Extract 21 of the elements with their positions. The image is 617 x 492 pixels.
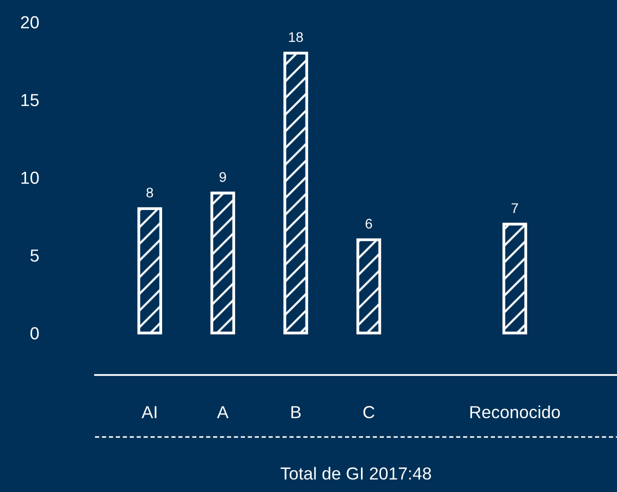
- data-label: 6: [366, 218, 372, 229]
- y-tick-label: 20: [21, 16, 39, 28]
- y-tick-label: 0: [30, 327, 39, 340]
- data-label: 7: [512, 203, 518, 213]
- x-tick-label: Reconocido: [470, 406, 560, 418]
- y-tick-label: 5: [30, 250, 39, 262]
- data-label: 9: [220, 172, 226, 182]
- y-tick-label: 10: [21, 172, 39, 184]
- x-tick-label: B: [291, 406, 301, 418]
- bar: [137, 207, 162, 334]
- x-tick-label: AI: [142, 406, 156, 418]
- bar: [210, 192, 236, 334]
- bar: [502, 222, 528, 334]
- y-tick-label: 15: [21, 94, 39, 106]
- bar: [356, 238, 382, 334]
- x-tick-label: A: [217, 406, 229, 418]
- x-tick-label: C: [363, 406, 374, 418]
- bar: [283, 52, 308, 334]
- data-label: 18: [289, 32, 303, 42]
- text: Total de GI 2017:48: [280, 466, 432, 480]
- data-label: 8: [146, 188, 154, 198]
